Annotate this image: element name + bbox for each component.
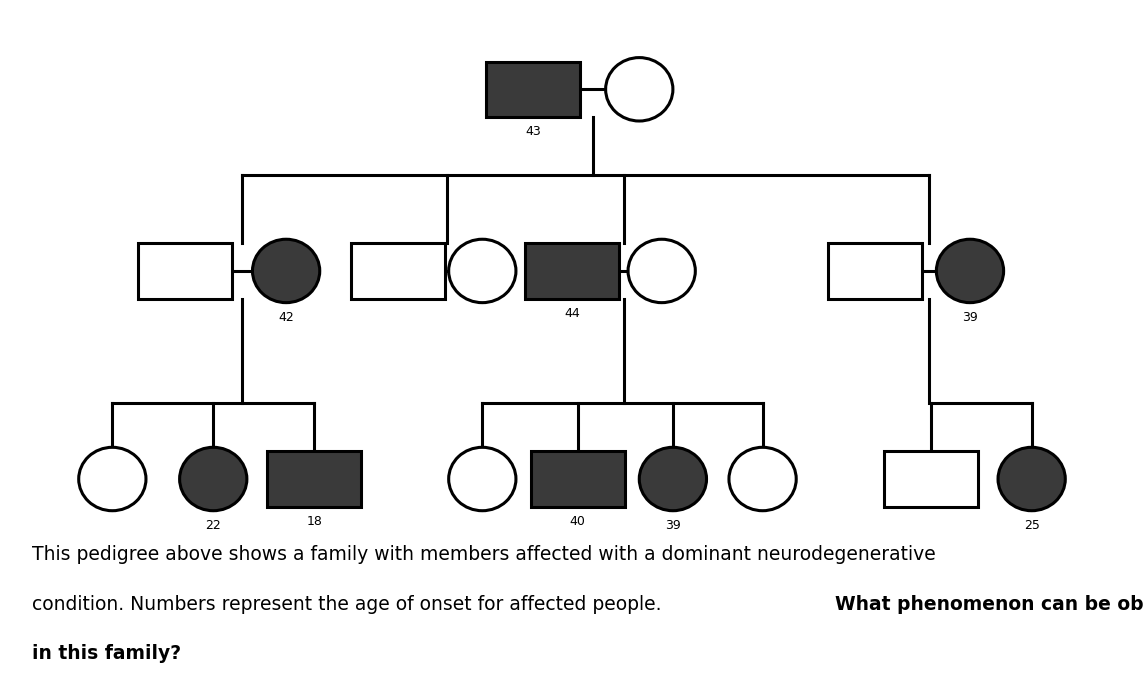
Text: What phenomenon can be observed: What phenomenon can be observed	[835, 594, 1144, 613]
Text: 18: 18	[307, 515, 323, 528]
Bar	[827, 243, 922, 299]
Text: condition. Numbers represent the age of onset for affected people.: condition. Numbers represent the age of …	[32, 594, 667, 613]
Text: 25: 25	[1024, 519, 1040, 532]
Ellipse shape	[729, 448, 796, 511]
Text: 44: 44	[564, 307, 580, 319]
Bar	[486, 61, 580, 117]
Ellipse shape	[998, 448, 1065, 511]
Text: 39: 39	[665, 519, 681, 532]
Ellipse shape	[448, 239, 516, 303]
Ellipse shape	[79, 448, 146, 511]
Text: This pedigree above shows a family with members affected with a dominant neurode: This pedigree above shows a family with …	[32, 545, 936, 564]
Ellipse shape	[253, 239, 319, 303]
Text: 42: 42	[278, 311, 294, 324]
Ellipse shape	[180, 448, 247, 511]
Ellipse shape	[605, 57, 673, 121]
Bar	[883, 452, 978, 507]
Text: 40: 40	[570, 515, 586, 528]
Ellipse shape	[936, 239, 1003, 303]
Text: 39: 39	[962, 311, 978, 324]
Ellipse shape	[639, 448, 707, 511]
Bar	[267, 452, 362, 507]
Text: in this family?: in this family?	[32, 644, 181, 663]
Bar	[351, 243, 445, 299]
Ellipse shape	[448, 448, 516, 511]
Bar	[525, 243, 619, 299]
Ellipse shape	[628, 239, 696, 303]
Bar	[138, 243, 232, 299]
Text: 22: 22	[206, 519, 221, 532]
Bar	[531, 452, 625, 507]
Text: 43: 43	[525, 125, 541, 138]
